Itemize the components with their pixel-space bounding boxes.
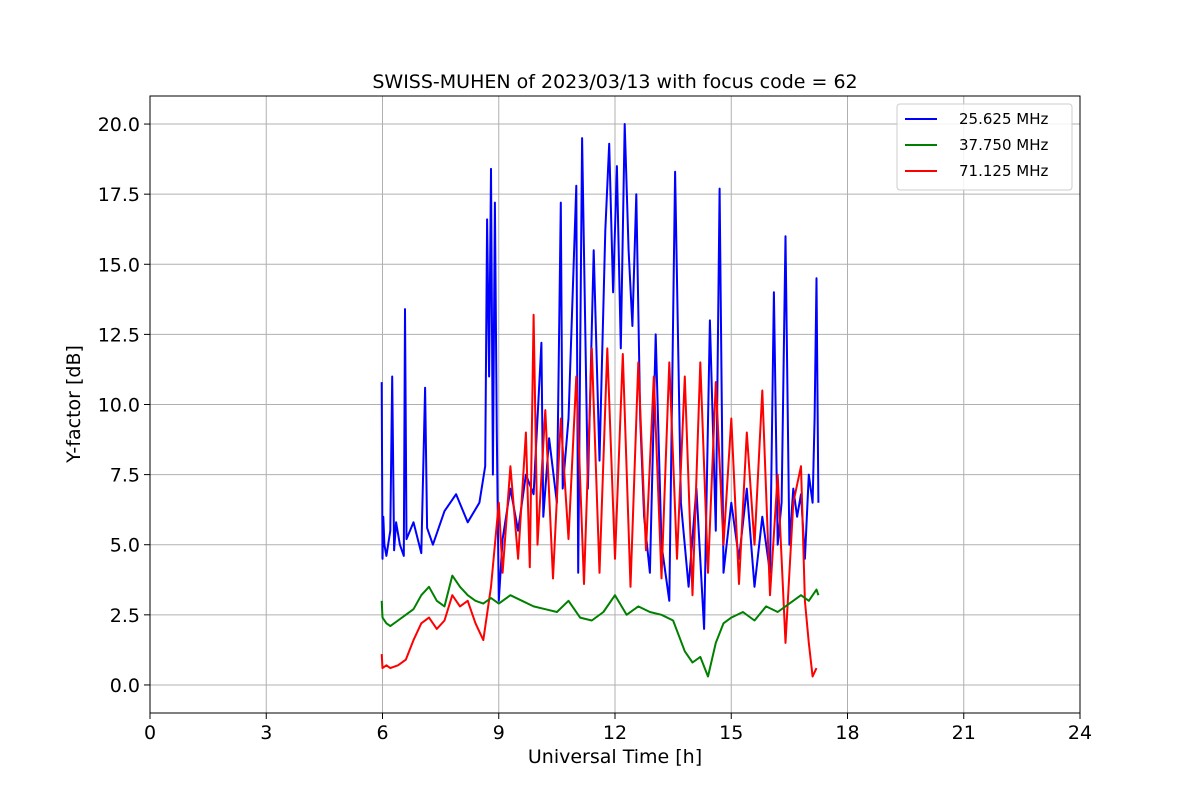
y-tick-label: 15.0 [98,254,140,276]
series-line-2 [380,574,820,678]
x-tick-label: 3 [260,722,272,744]
y-tick-label: 5.0 [110,535,140,557]
legend-label: 71.125 MHz [959,162,1048,180]
x-tick-label: 24 [1068,722,1092,744]
x-tick-label: 15 [719,722,743,744]
x-tick-label: 0 [144,722,156,744]
x-axis-label: Universal Time [h] [528,746,702,768]
y-tick-label: 17.5 [98,184,140,206]
y-tick-label: 2.5 [110,605,140,627]
y-tick-label: 20.0 [98,114,140,136]
y-tick-label: 7.5 [110,465,140,487]
x-tick-label: 21 [952,722,976,744]
x-tick-label: 6 [376,722,388,744]
x-tick-label: 18 [835,722,859,744]
y-tick-label: 12.5 [98,324,140,346]
y-tick-label: 10.0 [98,395,140,417]
legend-label: 25.625 MHz [959,110,1048,128]
series-line-3 [380,313,818,678]
y-axis-label: Y-factor [dB] [63,345,85,464]
x-tick-label: 12 [603,722,627,744]
chart-title: SWISS-MUHEN of 2023/03/13 with focus cod… [372,71,857,93]
ticks: 0 3 6 9 12 15 18 21 24 0.0 2.5 5.0 7.5 10.0 12.5 15.0 17… [98,114,1092,744]
legend-label: 37.750 MHz [959,136,1048,154]
legend: 25.625 MHz 37.750 MHz 71.125 MHz [896,103,1073,191]
legend-box [896,103,1073,191]
series-layer [380,123,820,678]
x-tick-label: 9 [493,722,505,744]
y-tick-label: 0.0 [110,675,140,697]
